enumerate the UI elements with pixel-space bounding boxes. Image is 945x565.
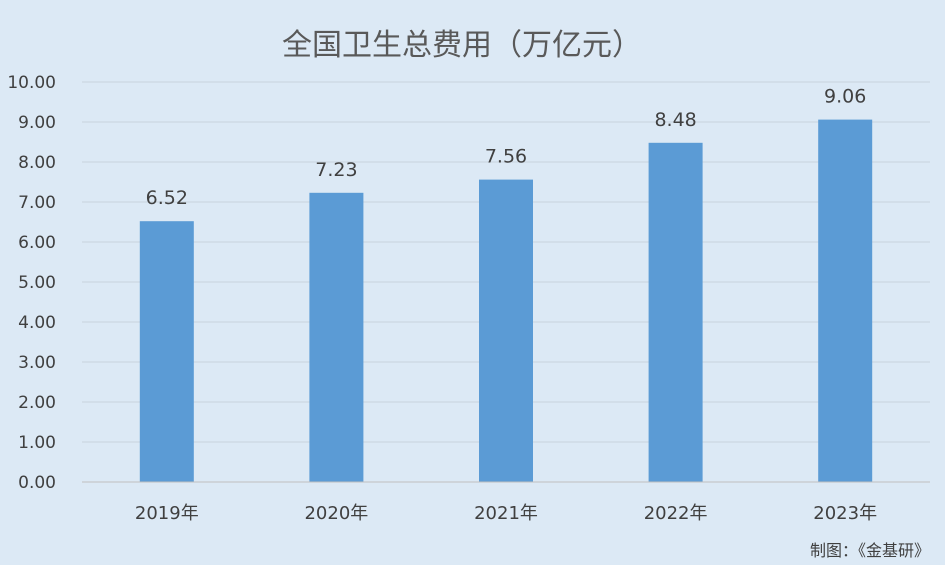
x-category-label: 2020年 xyxy=(304,503,368,524)
y-axis-ticks: 0.00 1.00 2.00 3.00 4.00 5.00 6.00 7.00 8.00 9.00… xyxy=(7,73,56,493)
x-category-label: 2022年 xyxy=(644,503,708,524)
y-tick-label: 10.00 xyxy=(7,73,56,93)
y-tick-label: 6.00 xyxy=(18,233,56,253)
bar xyxy=(139,221,194,482)
x-category-label: 2019年 xyxy=(135,503,199,524)
y-tick-label: 4.00 xyxy=(18,313,56,333)
chart-title: 全国卫生总费用（万亿元） xyxy=(282,28,642,63)
x-category-label: 2023年 xyxy=(813,503,877,524)
data-label: 7.56 xyxy=(485,146,527,168)
data-label: 6.52 xyxy=(146,187,188,209)
bars xyxy=(139,119,873,483)
data-labels: 6.52 7.23 7.56 8.48 9.06 xyxy=(146,86,867,210)
y-tick-label: 9.00 xyxy=(18,113,56,133)
chart-credit: 制图：《金基研》 xyxy=(810,541,930,560)
y-tick-label: 8.00 xyxy=(18,153,56,173)
y-tick-label: 1.00 xyxy=(18,433,56,453)
bar xyxy=(648,142,703,483)
y-tick-label: 5.00 xyxy=(18,273,56,293)
bar xyxy=(309,192,364,483)
bar xyxy=(479,179,533,482)
y-tick-label: 7.00 xyxy=(18,193,56,213)
y-tick-label: 3.00 xyxy=(18,353,56,373)
x-category-label: 2021年 xyxy=(474,503,538,524)
bar xyxy=(818,119,873,482)
y-tick-label: 0.00 xyxy=(18,473,56,493)
x-axis-categories: 2019年 2020年 2021年 2022年 2023年 xyxy=(135,503,877,524)
data-label: 8.48 xyxy=(654,109,696,131)
y-tick-label: 2.00 xyxy=(18,393,56,413)
data-label: 9.06 xyxy=(824,86,866,108)
data-label: 7.23 xyxy=(315,159,357,181)
